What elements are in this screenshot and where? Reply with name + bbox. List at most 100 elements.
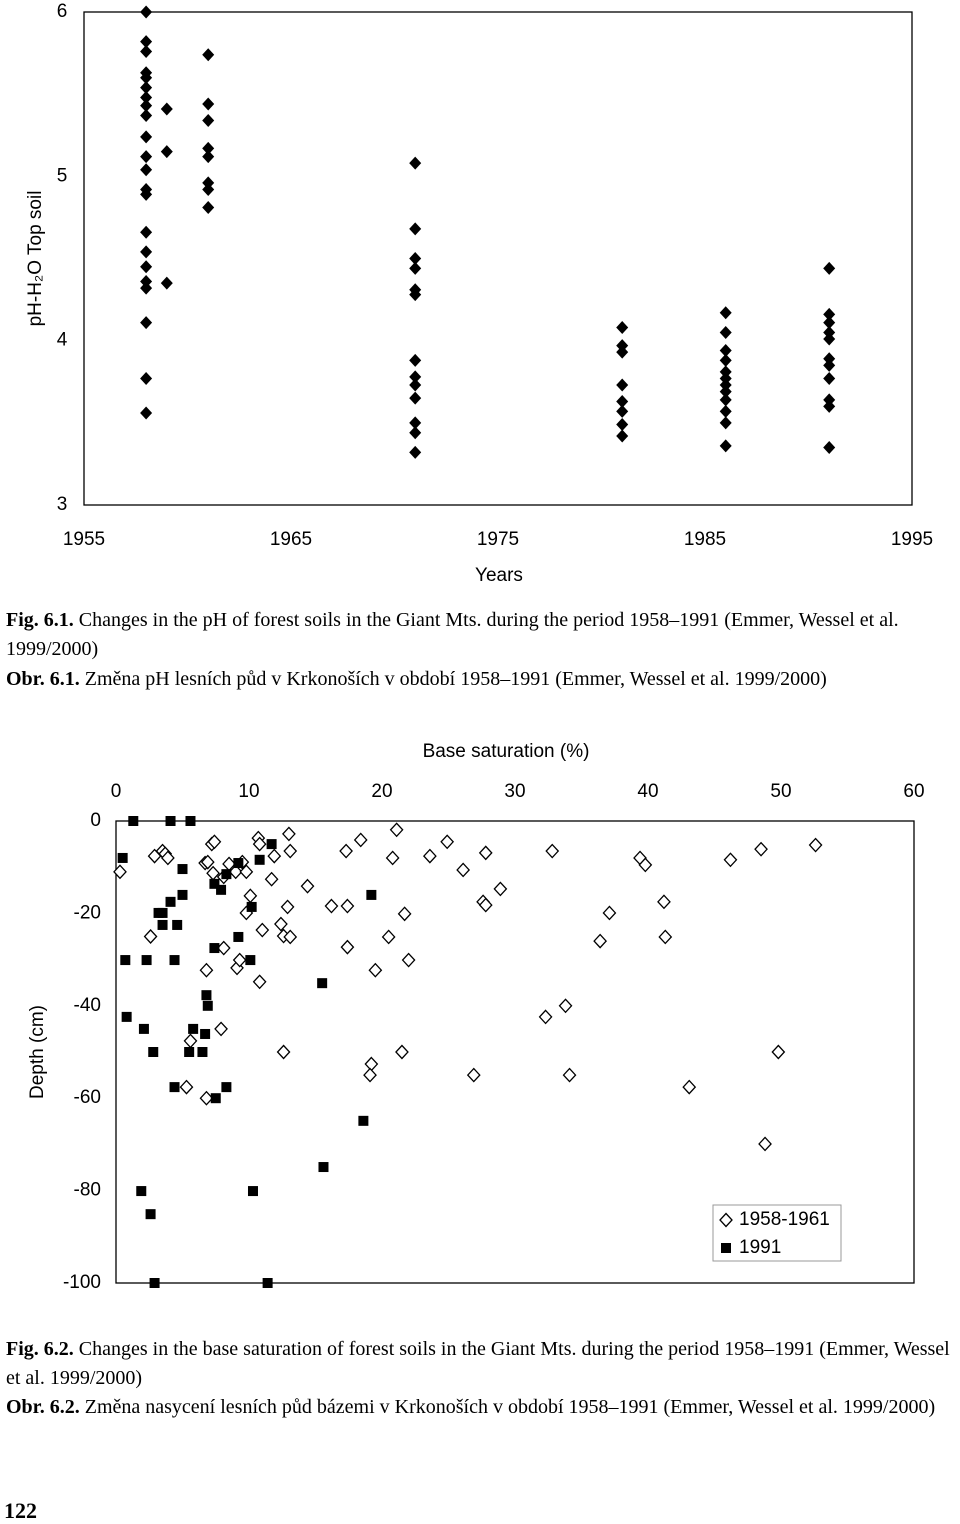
point: [266, 839, 277, 850]
point: [719, 344, 732, 358]
point: [140, 109, 153, 123]
point: [140, 371, 153, 385]
point: [140, 225, 153, 239]
point: [823, 352, 836, 366]
point: [140, 260, 153, 274]
point: [136, 1186, 147, 1197]
point: [823, 358, 836, 372]
x-tick-label: 10: [238, 781, 259, 802]
point: [197, 1047, 208, 1057]
y-tick-label: 0: [90, 810, 101, 831]
caption-text: Changes in the pH of forest soils in the…: [6, 609, 899, 660]
point: [202, 113, 215, 127]
x-tick-label: 40: [637, 781, 658, 802]
point: [682, 1079, 697, 1095]
point: [719, 378, 732, 392]
point: [140, 130, 153, 144]
point: [140, 406, 153, 420]
point: [160, 850, 175, 866]
x-tick-label: 1955: [63, 529, 105, 550]
point: [395, 1044, 409, 1060]
point: [140, 245, 153, 259]
point: [206, 865, 220, 881]
point: [140, 44, 153, 58]
point: [216, 940, 231, 956]
point: [200, 1028, 211, 1039]
point: [160, 102, 173, 116]
point: [243, 888, 258, 904]
caption: Fig. 6.1. Changes in the pH of forest so…: [6, 606, 956, 664]
point: [149, 1278, 160, 1288]
point: [616, 339, 629, 353]
point: [202, 201, 215, 215]
point: [409, 353, 422, 367]
point: [823, 325, 836, 339]
point: [202, 176, 215, 190]
point: [140, 35, 153, 49]
point: [145, 1209, 156, 1220]
point: [808, 837, 823, 853]
point: [202, 141, 215, 155]
point: [283, 843, 298, 859]
point: [493, 881, 508, 897]
point: [254, 854, 265, 865]
point: [719, 325, 732, 339]
point: [723, 852, 738, 868]
point: [148, 1047, 159, 1057]
point: [255, 922, 270, 938]
y-tick-label: -80: [74, 1180, 101, 1201]
point: [616, 378, 629, 392]
point: [478, 845, 493, 861]
point: [409, 261, 422, 275]
point: [140, 163, 153, 177]
point: [719, 365, 732, 379]
point: [113, 864, 127, 880]
charts: 1955 1965 1975 1985 1995 3 4 5 6 Years pH-H₂O Top …: [25, 1, 933, 1293]
x-tick-label: 60: [903, 781, 924, 802]
point: [754, 841, 768, 857]
y-tick-label: -60: [74, 1087, 101, 1108]
y-tick-label: -20: [74, 902, 101, 923]
point: [177, 864, 188, 875]
point: [397, 906, 412, 922]
point: [823, 307, 836, 321]
point: [214, 1021, 228, 1037]
point: [140, 90, 153, 104]
point: [823, 371, 836, 385]
point: [228, 864, 243, 880]
point: [245, 955, 256, 966]
point: [538, 1009, 553, 1025]
caption: Fig. 6.2. Changes in the base saturation…: [6, 1335, 956, 1393]
point: [638, 857, 653, 873]
legend-box: [712, 1204, 842, 1262]
caption: Obr. 6.2. Změna nasycení lesních půd báz…: [6, 1393, 956, 1422]
point: [233, 858, 244, 869]
caption-label: Obr. 6.2.: [6, 1396, 80, 1418]
point: [409, 426, 422, 440]
point: [165, 816, 176, 826]
point: [324, 898, 339, 914]
point: [823, 399, 836, 413]
point: [358, 1115, 369, 1126]
point: [207, 834, 222, 850]
point: [117, 852, 128, 863]
point: [771, 1044, 786, 1060]
point: [252, 974, 267, 990]
point: [157, 907, 168, 918]
point: [169, 955, 180, 966]
point: [140, 281, 153, 295]
point: [202, 97, 215, 111]
point: [616, 321, 629, 335]
x-tick-label: 0: [111, 781, 122, 802]
point: [340, 898, 355, 914]
point: [340, 939, 355, 955]
point: [177, 889, 188, 900]
point: [658, 929, 673, 945]
point: [409, 416, 422, 430]
point: [823, 393, 836, 407]
y-axis-label: pH-H₂O Top soil: [25, 191, 46, 327]
point: [188, 1023, 199, 1034]
y-axis-label: Depth (cm): [27, 1005, 48, 1099]
point: [616, 429, 629, 443]
x-axis-label: Years: [475, 565, 523, 586]
